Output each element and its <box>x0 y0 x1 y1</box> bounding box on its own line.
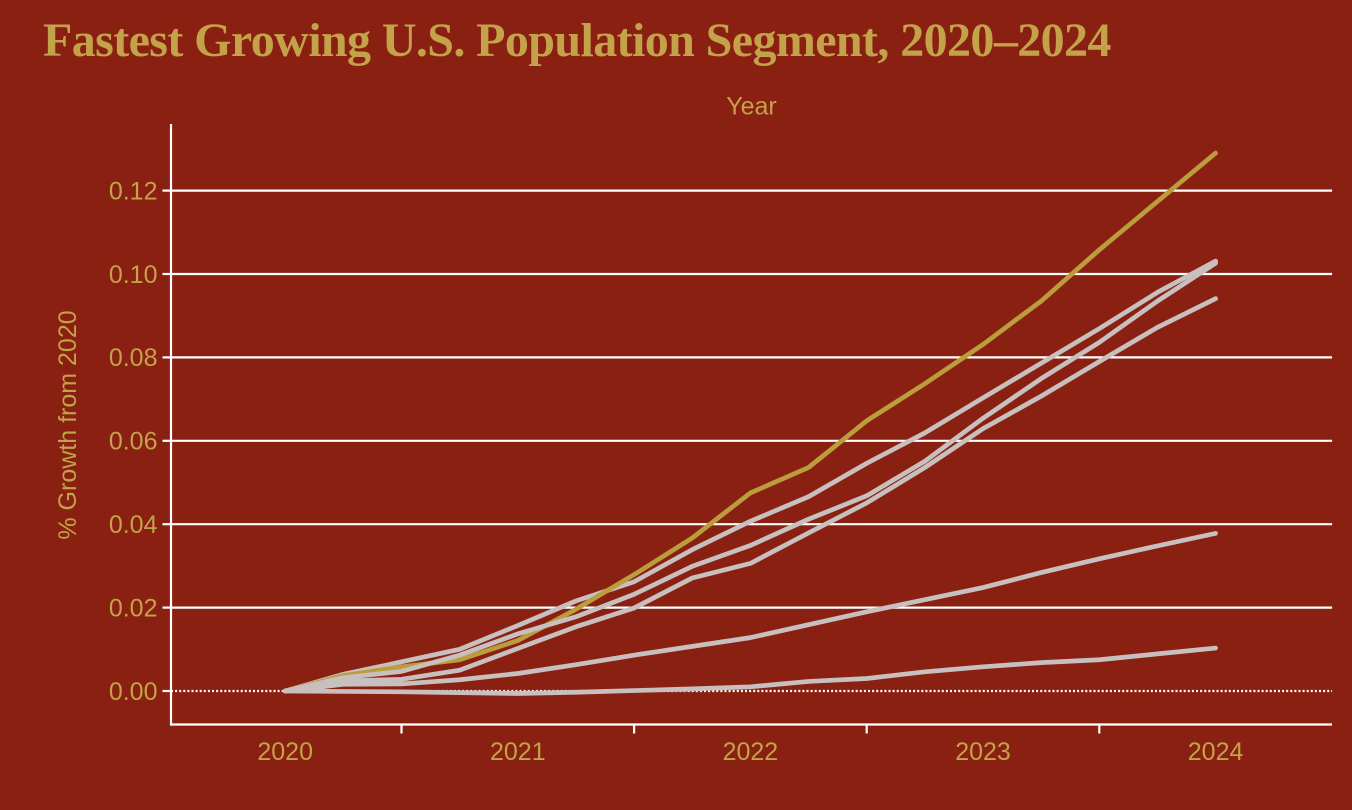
x-tick-label: 2020 <box>257 738 313 766</box>
gray-line-1 <box>282 258 1218 694</box>
y-tick-label: 0.08 <box>109 344 158 372</box>
y-tick-label: 0.06 <box>109 428 158 456</box>
gray-line-5 <box>282 645 1218 696</box>
gray-line-3 <box>282 296 1218 694</box>
x-axis-title: Year <box>726 93 777 121</box>
y-axis-title: % Growth from 2020 <box>54 310 82 539</box>
gray-line-2 <box>282 260 1218 694</box>
x-tick-label: 2023 <box>955 738 1011 766</box>
y-tick-label: 0.10 <box>109 261 158 289</box>
chart-title: Fastest Growing U.S. Population Segment,… <box>43 14 1111 67</box>
labels-layer: Fastest Growing U.S. Population Segment,… <box>43 14 1112 540</box>
gray-line-4 <box>282 531 1218 694</box>
axes-layer: 0.00 0.02 0.04 0.06 0.08 0.10 0.12 2020 2021 2022… <box>109 124 1332 766</box>
x-tick-label: 2021 <box>490 738 546 766</box>
y-tick-label: 0.00 <box>109 678 158 706</box>
x-tick-label: 2024 <box>1188 738 1244 766</box>
series-layer <box>282 150 1218 696</box>
x-tick-label: 2022 <box>723 738 779 766</box>
y-tick-label: 0.02 <box>109 594 158 622</box>
y-tick-label: 0.04 <box>109 511 158 539</box>
y-tick-label: 0.12 <box>109 177 158 205</box>
